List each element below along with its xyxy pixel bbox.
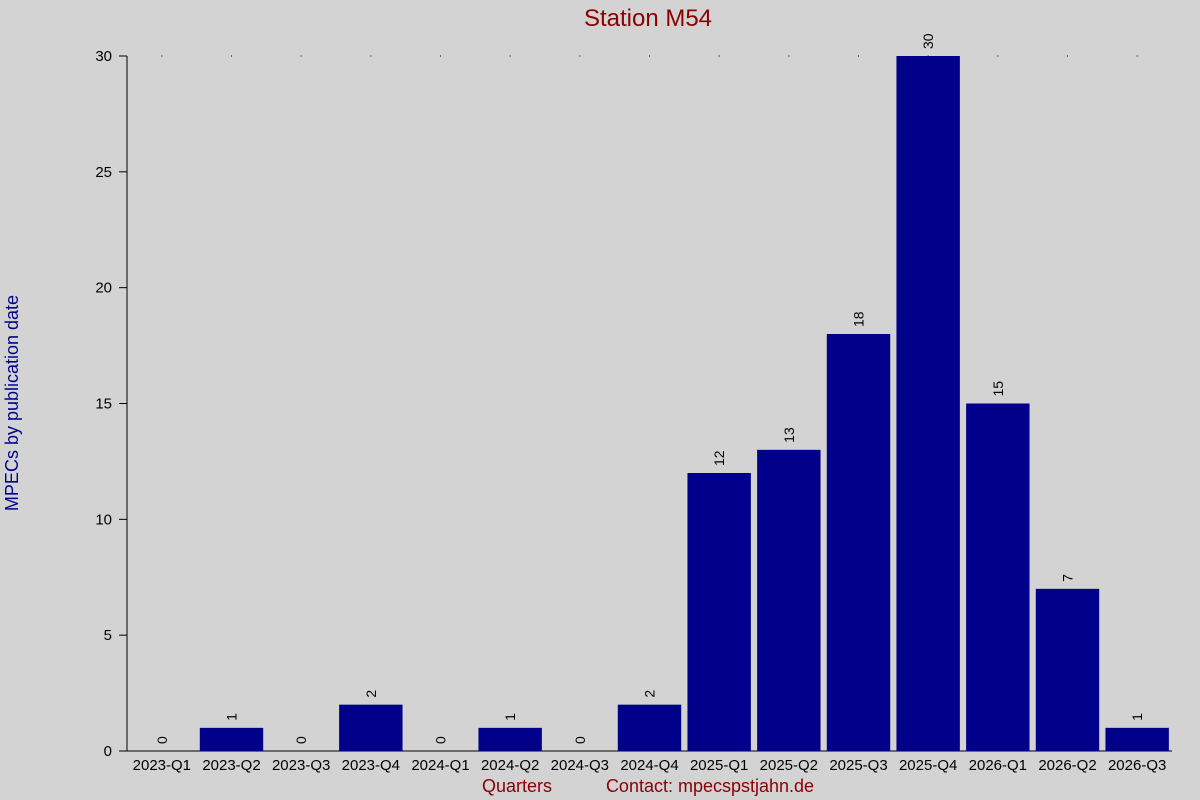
grid-dot: [1136, 55, 1138, 57]
grid-dot: [509, 55, 511, 57]
grid-dot: [718, 55, 720, 57]
data-label: 1: [224, 713, 240, 721]
y-tick-label: 10: [95, 511, 112, 528]
grid-dot: [997, 55, 999, 57]
x-axis-label: Quarters: [482, 776, 552, 796]
x-tick-label: 2023-Q4: [342, 757, 400, 774]
x-tick-label: 2026-Q1: [969, 757, 1027, 774]
x-tick-label: 2024-Q3: [551, 757, 609, 774]
y-tick-label: 0: [104, 743, 112, 760]
y-tick-label: 30: [95, 48, 112, 65]
data-label: 0: [293, 736, 309, 744]
bar: [1035, 588, 1100, 751]
data-label: 18: [851, 311, 867, 327]
data-label: 13: [781, 427, 797, 443]
grid-dot: [300, 55, 302, 57]
bar: [757, 449, 821, 751]
bar: [199, 727, 264, 751]
data-labels: 2023-Q1 0 2023-Q2 1 2023-Q3 0 2023-Q4 2 2024-Q1 0…: [133, 33, 1167, 774]
bar: [339, 704, 403, 751]
grid-dot: [858, 55, 859, 57]
x-tick-label: 2025-Q3: [829, 757, 887, 774]
x-tick-label: 2024-Q2: [481, 757, 539, 774]
bar: [1105, 727, 1169, 751]
grid-dot: [370, 55, 372, 57]
grid-dot: [440, 55, 441, 57]
data-label: 12: [711, 450, 727, 466]
x-tick-label: 2025-Q4: [899, 757, 957, 774]
data-label: 0: [433, 736, 449, 744]
y-tick-label: 5: [104, 627, 112, 644]
bar: [826, 334, 891, 751]
grid-dot: [788, 55, 790, 57]
x-tick-label: 2023-Q1: [133, 757, 191, 774]
chart-title: Station M54: [584, 5, 712, 32]
y-tick-label: 25: [95, 164, 112, 181]
data-label: 2: [642, 690, 658, 698]
x-tick-label: 2025-Q2: [760, 757, 818, 774]
data-label: 0: [572, 736, 588, 744]
data-label: 2: [363, 690, 379, 698]
grid-dot: [231, 55, 232, 57]
x-tick-label: 2024-Q1: [411, 757, 469, 774]
data-label: 0: [154, 736, 170, 744]
x-tick-label: 2025-Q1: [690, 757, 748, 774]
x-tick-label: 2023-Q3: [272, 757, 330, 774]
y-axis-label: MPECs by publication date: [2, 295, 22, 511]
bar: [617, 704, 682, 751]
data-label: 7: [1060, 574, 1076, 582]
y-tick-label: 15: [95, 396, 112, 413]
bar: [966, 403, 1030, 751]
x-tick-label: 2026-Q3: [1108, 757, 1166, 774]
x-tick-label: 2023-Q2: [202, 757, 260, 774]
bar: [896, 56, 960, 751]
contact-text: Contact: mpecspstjahn.de: [606, 776, 814, 796]
grid-dot: [649, 55, 650, 57]
x-tick-label: 2024-Q4: [620, 757, 678, 774]
data-label: 1: [502, 713, 518, 721]
grid-dot: [1067, 55, 1068, 57]
data-label: 1: [1129, 713, 1145, 721]
grid-dot: [161, 55, 163, 57]
bars: [199, 56, 1169, 751]
y-tick-label: 20: [95, 280, 112, 297]
data-label: 30: [920, 33, 936, 49]
data-label: 15: [990, 381, 1006, 397]
grid-dot: [579, 55, 581, 57]
bar: [478, 727, 542, 751]
bar: [687, 473, 751, 751]
x-tick-label: 2026-Q2: [1038, 757, 1096, 774]
